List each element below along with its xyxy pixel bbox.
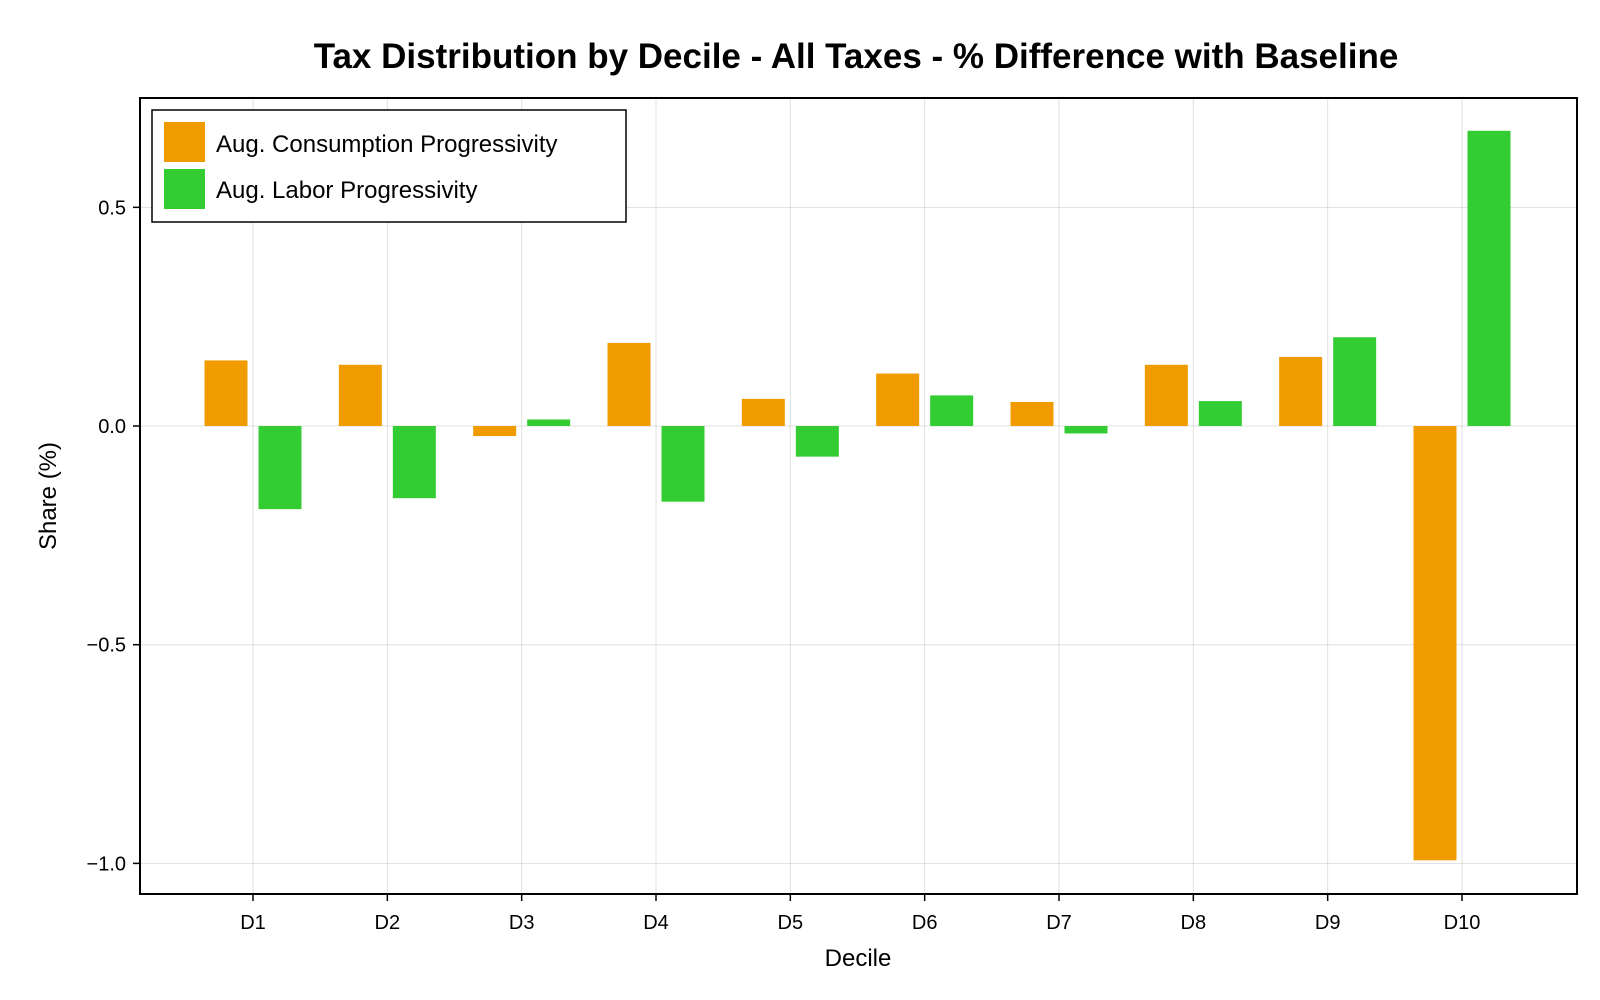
x-tick-label-d2: D2: [375, 912, 401, 934]
bar-consumption-d9: [1279, 356, 1323, 427]
x-tick-label-d9: D9: [1315, 912, 1341, 934]
bar-consumption-d1: [204, 360, 248, 427]
x-axis-label: Decile: [825, 945, 892, 972]
x-tick-label-d7: D7: [1046, 912, 1072, 934]
x-tick-label-d5: D5: [778, 912, 804, 934]
bar-labor-d2: [392, 426, 436, 499]
legend-swatch-consumption: [164, 122, 205, 162]
x-tick-label-d1: D1: [240, 912, 266, 934]
y-axis-label: Share (%): [35, 442, 62, 550]
bar-labor-d8: [1198, 401, 1242, 427]
bar-labor-d3: [527, 419, 571, 427]
legend-swatch-labor: [164, 169, 205, 209]
legend: Aug. Consumption Progressivity Aug. Labo…: [151, 109, 627, 223]
y-tick-label-2: 0.0: [98, 416, 126, 438]
chart-title: Tax Distribution by Decile - All Taxes -…: [314, 37, 1399, 76]
legend-label-labor: Aug. Labor Progressivity: [216, 177, 477, 204]
bar-consumption-d5: [741, 398, 785, 427]
y-axis-ticks: −1.0 −0.5 0.0 0.5: [87, 197, 140, 875]
bar-labor-d5: [795, 426, 839, 457]
y-tick-label-3: 0.5: [98, 197, 126, 219]
y-tick-label-0: −1.0: [87, 853, 126, 875]
bar-labor-d6: [930, 395, 974, 427]
x-tick-label-d6: D6: [912, 912, 938, 934]
bar-consumption-d4: [607, 342, 651, 427]
bar-consumption-d8: [1144, 364, 1188, 427]
x-tick-label-d10: D10: [1444, 912, 1481, 934]
y-tick-label-1: −0.5: [87, 635, 126, 657]
x-tick-label-d8: D8: [1181, 912, 1207, 934]
x-tick-label-d4: D4: [643, 912, 669, 934]
bars: [204, 130, 1511, 861]
x-axis-ticks: D1 D2 D3 D4 D5 D6 D7 D8 D9 D10: [240, 894, 1480, 934]
bar-consumption-d2: [338, 364, 382, 427]
plot-frame: [139, 97, 1578, 895]
bar-consumption-d7: [1010, 401, 1054, 427]
x-tick-label-d3: D3: [509, 912, 535, 934]
bar-labor-d9: [1333, 337, 1377, 427]
bar-consumption-d10: [1413, 426, 1457, 861]
bar-consumption-d6: [876, 373, 920, 427]
bar-labor-d1: [258, 426, 302, 510]
grid-lines: [140, 98, 1577, 894]
bar-labor-d10: [1467, 130, 1511, 427]
bar-labor-d4: [661, 426, 705, 502]
legend-label-consumption: Aug. Consumption Progressivity: [216, 131, 557, 158]
bar-labor-d7: [1064, 426, 1108, 434]
legend-box: [151, 109, 627, 223]
bar-consumption-d3: [473, 426, 517, 437]
